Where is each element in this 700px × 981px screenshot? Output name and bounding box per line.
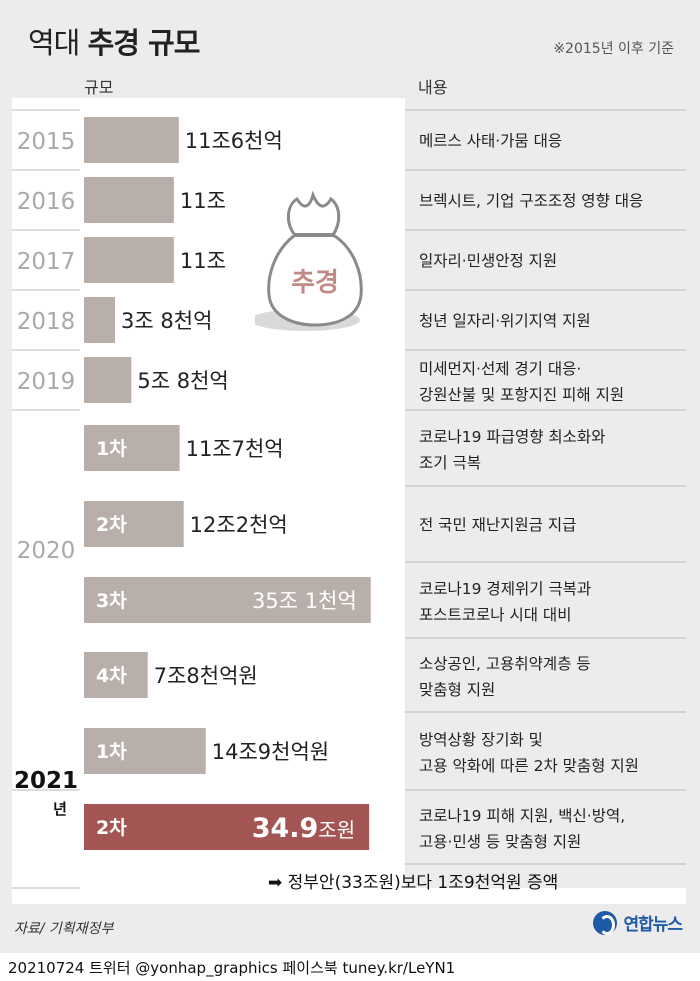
round-label: 1차 [96,741,127,763]
bar [84,425,180,471]
bar [84,177,174,223]
value-number: 34.9 [252,813,319,844]
description-line: 맞춤형 지원 [419,681,495,699]
description-line: 코로나19 피해 지원, 백신·방역, [419,807,625,825]
description-line: 고용 악화에 따른 2차 맞춤형 지원 [419,757,639,775]
year-group-label: 2021 [14,768,78,794]
description-line: 메르스 사태·가뭄 대응 [419,132,562,150]
bottom-bar [0,953,700,981]
money-bag-icon: 추경 [255,190,363,331]
title-light: 역대 [28,26,80,60]
bar [84,652,148,698]
source-note: 자료/ 기획재정부 [14,921,114,937]
description-line: 소상공인, 고용취약계층 등 [419,655,591,673]
value-label: 11조7천억 [186,437,284,461]
logo-text: 연합뉴스 [623,915,683,935]
page-title: 역대 추경 규모 [28,20,201,62]
value-label: 14조9천억원 [212,740,329,764]
year-label: 2017 [17,249,76,275]
year-label: 2015 [17,129,76,155]
credits-line: 20210724 트위터 @yonhap_graphics 페이스북 tuney… [8,959,456,977]
increase-note: ➡ 정부안(33조원)보다 1조9천억원 증액 [268,873,558,893]
chart-panel: 2015 11조6천억 메르스 사태·가뭄 대응 2016 11조 브렉시트, 기업 구조… [12,98,686,904]
round-label: 2차 [96,514,127,536]
value-label: 11조 [180,189,226,213]
year-label: 2019 [17,369,76,395]
value-label: 11조 [180,249,226,273]
description-line: 고용·민생 등 맞춤형 지원 [419,833,581,851]
value-label: 12조2천억 [190,513,288,537]
bar [84,237,174,283]
description-line: 청년 일자리·위기지역 지원 [419,312,591,330]
yonhap-logo: 연합뉴스 [593,910,683,935]
description-line: 일자리·민생안정 지원 [419,252,557,270]
description-line: 미세먼지·선제 경기 대응· [419,360,581,378]
description-line: 조기 극복 [419,454,481,472]
column-header-content: 내용 [418,78,448,97]
bar [84,117,179,163]
value-unit: 조원 [318,818,355,842]
description-line: 포스트코로나 시대 대비 [419,606,571,624]
value-label: 3조 8천억 [121,309,212,333]
bar [84,728,206,774]
description-line: 코로나19 파급영향 최소화와 [419,428,605,446]
round-label: 2차 [96,817,127,839]
column-header-scale: 규모 [84,78,114,97]
bar [84,357,132,403]
budget-chart: 2015 11조6천억 메르스 사태·가뭄 대응 2016 11조 브렉시트, 기업 구조… [12,98,686,893]
bar [84,297,116,343]
bar [84,804,370,850]
globe-icon [593,910,618,935]
description-line: 브렉시트, 기업 구조조정 영향 대응 [419,192,643,210]
value-label: 34.9조원 [252,813,355,844]
value-label: 11조6천억 [185,129,283,153]
year-label: 2018 [17,309,76,335]
year-group-label: 2020 [17,538,76,564]
year-label: 2016 [17,189,76,215]
bag-label: 추경 [291,268,339,298]
round-label: 3차 [96,590,127,612]
year-group-sub: 년 [53,800,67,818]
bar [84,577,371,623]
bar [84,501,184,547]
description-line: 강원산불 및 포항지진 피해 지원 [419,386,624,404]
value-label: 35조 1천억 [252,589,357,613]
description-line: 전 국민 재난지원금 지급 [419,516,576,534]
description-line: 코로나19 경제위기 극복과 [419,580,591,598]
value-label: 5조 8천억 [137,369,228,393]
round-label: 4차 [96,665,127,687]
title-bold: 추경 규모 [87,26,201,60]
basis-note: ※2015년 이후 기준 [553,41,674,57]
value-label: 7조8천억원 [154,664,258,688]
round-label: 1차 [96,438,127,460]
description-line: 방역상황 장기화 및 [419,731,543,749]
